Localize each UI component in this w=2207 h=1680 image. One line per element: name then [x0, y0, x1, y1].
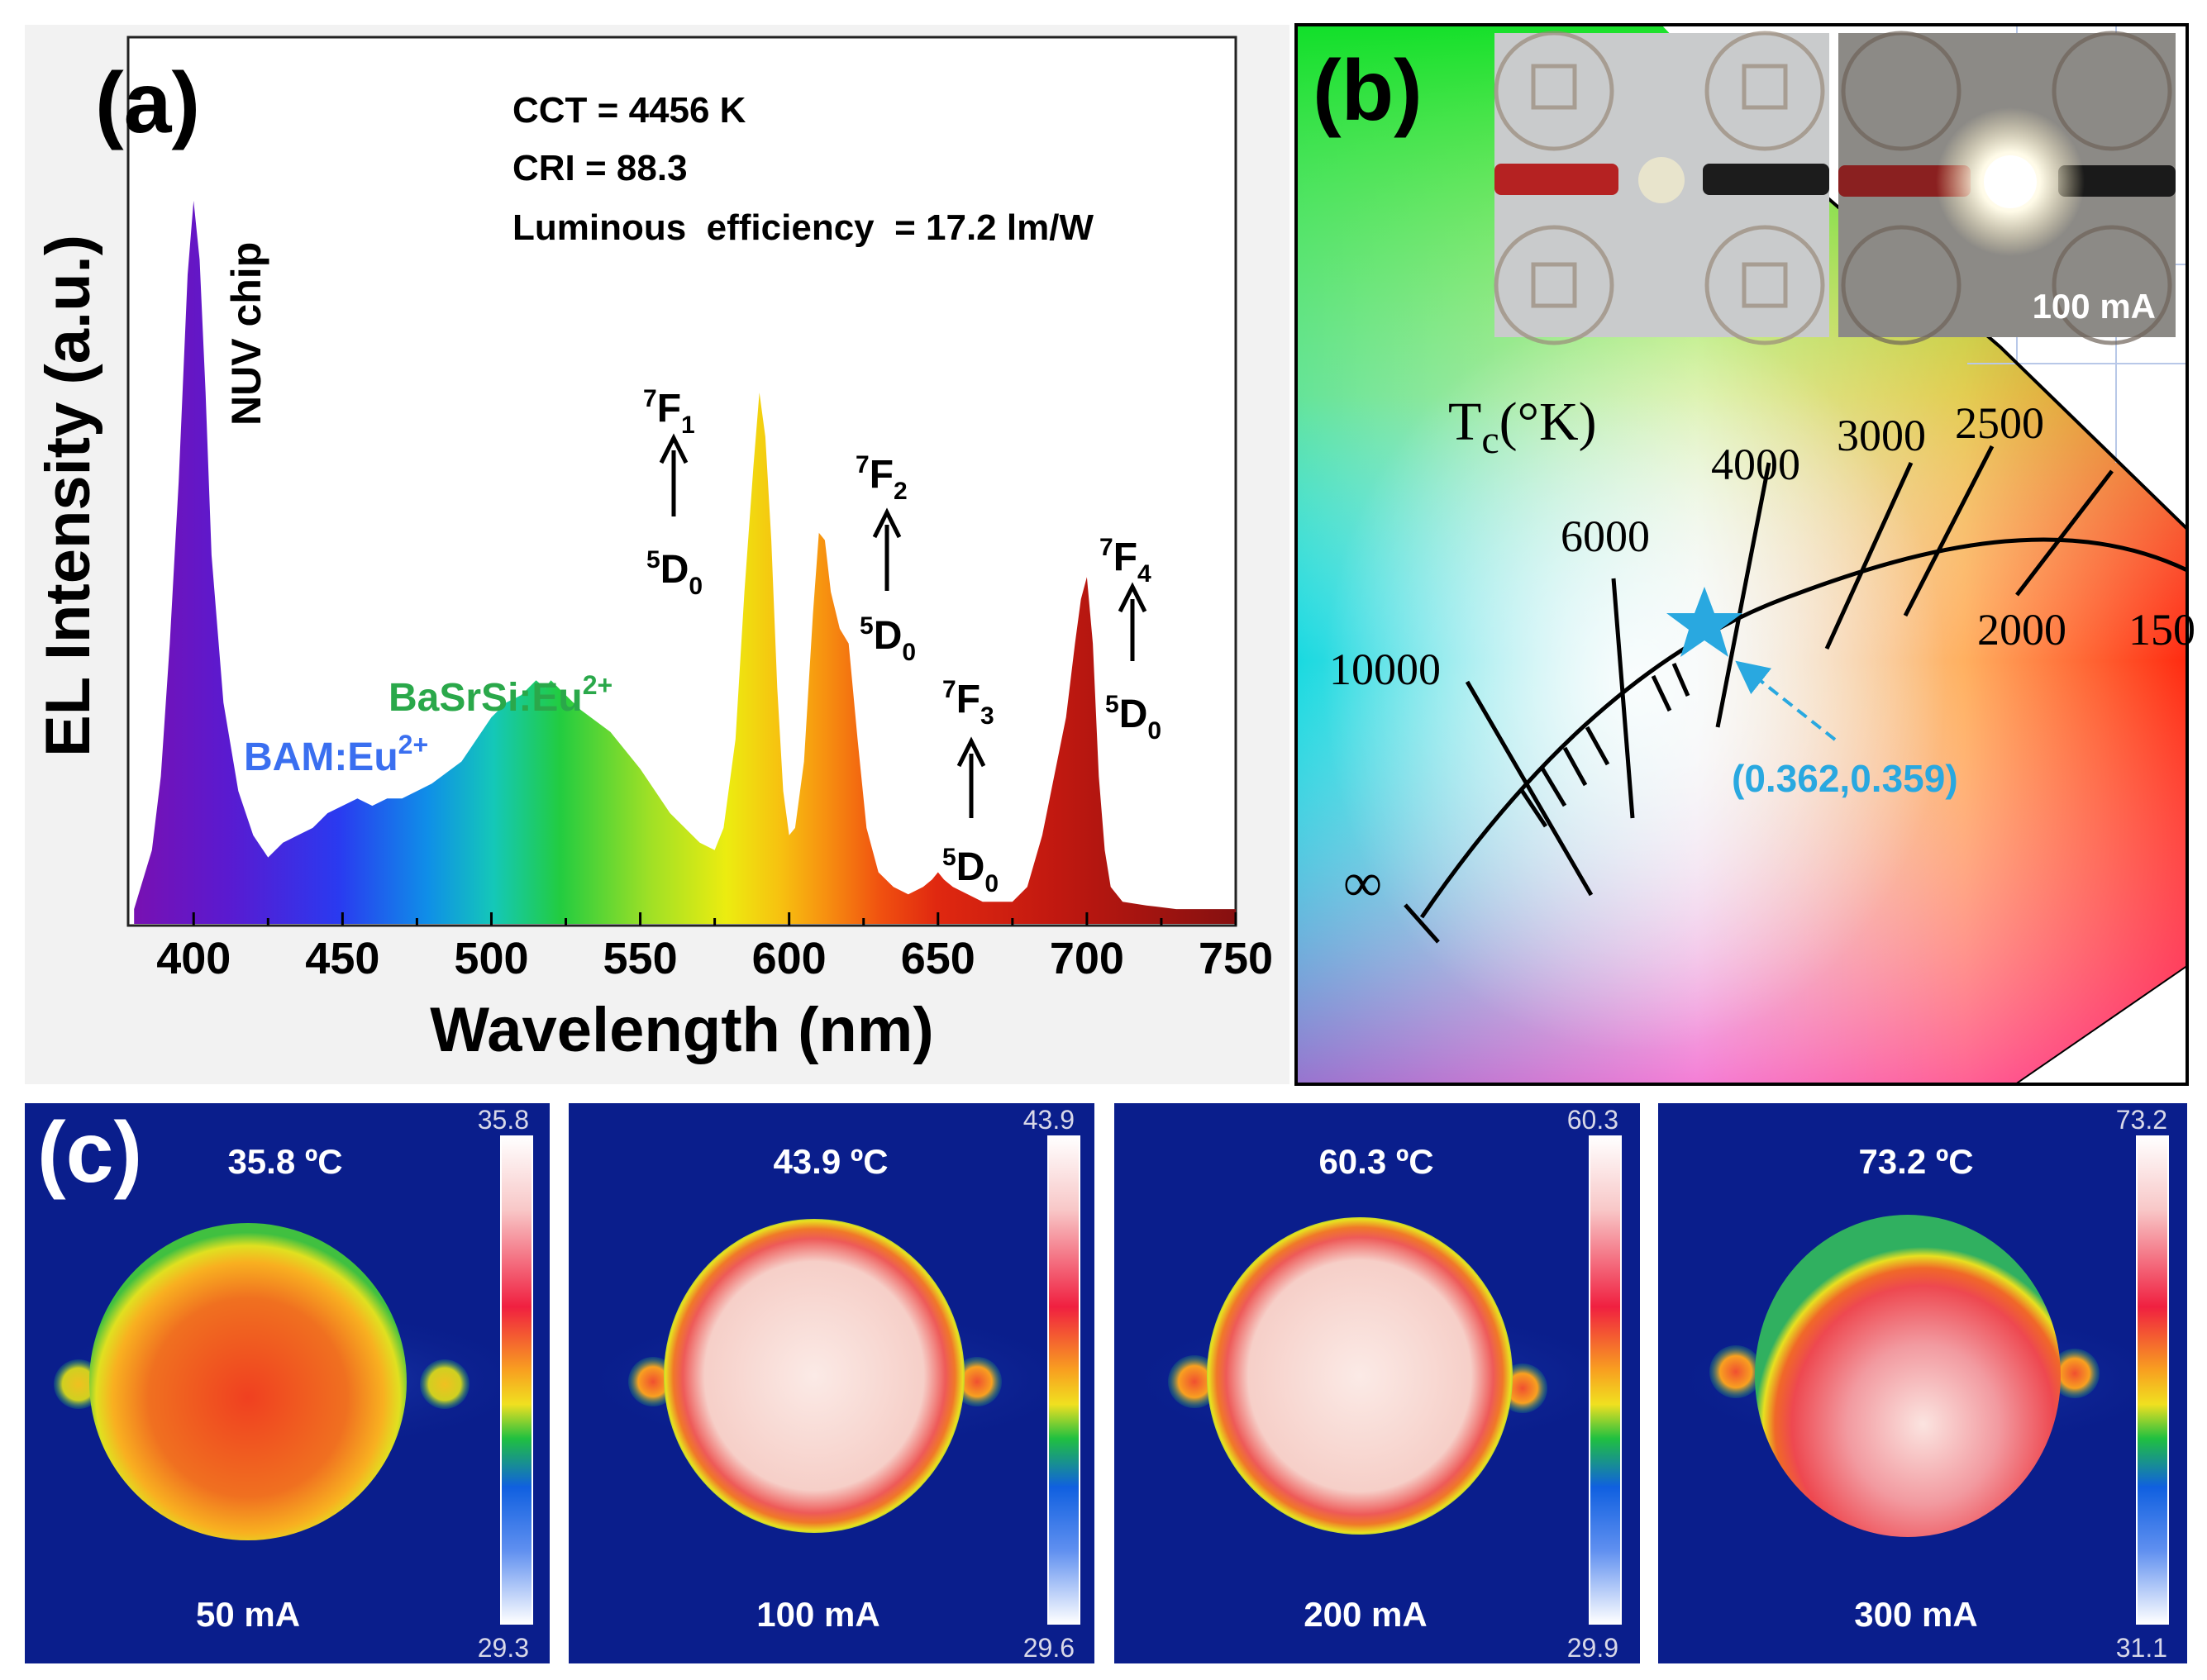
luminous-efficiency-text: Luminous efficiency = 17.2 lm/W — [512, 207, 1094, 248]
led-photo-on: 100 mA — [1838, 31, 2176, 345]
plot-frame — [126, 36, 1237, 927]
current-label: 200 mA — [1304, 1595, 1427, 1634]
x-tick-label: 400 — [156, 934, 231, 983]
scale-min: 29.6 — [1023, 1633, 1075, 1663]
x-tick-label: 500 — [454, 934, 528, 983]
svg-text:5D0: 5D0 — [942, 844, 999, 897]
panel-c: 35.8 29.3 35.8 ºC 50 mA (c) 43.9 29.6 43… — [25, 1103, 2187, 1663]
svg-text:5D0: 5D0 — [1105, 691, 1161, 745]
isotherm-lines — [1465, 445, 2114, 897]
isotherm-10000: 10000 — [1329, 645, 1441, 694]
panel-c-label: (c) — [37, 1105, 142, 1201]
svg-text:5D0: 5D0 — [860, 612, 916, 666]
y-axis-label: EL Intensity (a.u.) — [33, 235, 103, 757]
scale-min: 29.3 — [478, 1633, 529, 1663]
max-temperature: 43.9 ºC — [773, 1142, 888, 1181]
current-label: 300 mA — [1854, 1595, 1977, 1634]
panel-b: (b) Tc(°K) ∞ 10000 6000 4000 3000 2500 2… — [1294, 23, 2195, 1086]
isotherm-2000: 2000 — [1977, 605, 2066, 654]
basrsi-eu-label: BaSrSi:Eu2+ — [388, 670, 613, 720]
scale-min: 29.9 — [1567, 1633, 1618, 1663]
max-temperature: 60.3 ºC — [1318, 1142, 1433, 1181]
thermal-image-100ma: 43.9 29.6 43.9 ºC 100 mA — [569, 1103, 1094, 1663]
x-tick-label: 750 — [1199, 934, 1273, 983]
infinity-end-bar — [1404, 903, 1440, 944]
current-label: 50 mA — [196, 1595, 300, 1634]
coordinate-label: (0.362,0.359) — [1732, 757, 1958, 800]
thermal-image-200ma: 60.3 29.9 60.3 ºC 200 mA — [1114, 1103, 1640, 1663]
cct-text: CCT = 4456 K — [512, 90, 746, 131]
panel-b-label: (b) — [1313, 43, 1423, 139]
panel-a: 400 450 500 550 600 650 700 750 (a) CCT = 4456 … — [25, 25, 1289, 1084]
tc-label: Tc(°K) — [1448, 392, 1597, 462]
nuv-chip-label: NUV chip — [223, 242, 269, 426]
x-tick-label: 650 — [901, 934, 975, 983]
x-tick-label: 450 — [305, 934, 379, 983]
thermal-image-300ma: 73.2 31.1 73.2 ºC 300 mA — [1658, 1103, 2187, 1663]
photo-current-label: 100 mA — [2033, 287, 2156, 326]
transition-7f3-label: 7F3 5D0 — [942, 676, 999, 897]
svg-text:7F3: 7F3 — [942, 676, 994, 730]
panel-b-frame — [1294, 23, 2189, 1086]
spectrum-area — [134, 200, 1237, 924]
x-tick-label: 700 — [1050, 934, 1124, 983]
led-photo-off — [1494, 31, 1829, 345]
star-marker — [1666, 587, 1742, 657]
infinity-symbol: ∞ — [1343, 853, 1382, 913]
x-axis-ticks: 400 450 500 550 600 650 700 750 — [156, 912, 1273, 983]
current-label: 100 mA — [756, 1595, 879, 1634]
x-tick-label: 600 — [752, 934, 827, 983]
svg-text:7F1: 7F1 — [643, 385, 695, 439]
isotherm-3000: 3000 — [1837, 411, 1926, 460]
color-scale-bar — [500, 1135, 533, 1625]
bam-eu-label: BAM:Eu2+ — [244, 730, 428, 779]
max-temperature: 35.8 ºC — [227, 1142, 342, 1181]
scale-max: 43.9 — [1023, 1105, 1075, 1135]
isotherm-1500: 150 — [2128, 605, 2195, 654]
transition-7f2-label: 7F2 5D0 — [856, 451, 916, 666]
x-tick-label: 550 — [603, 934, 678, 983]
isotherm-2500: 2500 — [1955, 398, 2044, 448]
cri-text: CRI = 88.3 — [512, 148, 688, 188]
scale-max: 60.3 — [1567, 1105, 1618, 1135]
isotherm-4000: 4000 — [1711, 440, 1800, 489]
panel-a-label: (a) — [95, 55, 200, 151]
cie-outside-area-bottom — [2017, 967, 2187, 1084]
max-temperature: 73.2 ºC — [1858, 1142, 1973, 1181]
scale-max: 73.2 — [2116, 1105, 2167, 1135]
svg-text:5D0: 5D0 — [646, 546, 703, 600]
thermal-image-50ma: 35.8 29.3 35.8 ºC 50 mA — [25, 1103, 550, 1663]
color-scale-bar — [1589, 1135, 1622, 1625]
svg-text:7F4: 7F4 — [1099, 534, 1151, 588]
isotherm-6000: 6000 — [1561, 512, 1650, 561]
svg-text:7F2: 7F2 — [856, 451, 908, 505]
transition-7f1-label: 7F1 5D0 — [643, 385, 703, 600]
scale-max: 35.8 — [478, 1105, 529, 1135]
scale-min: 31.1 — [2116, 1633, 2167, 1663]
color-scale-bar — [1047, 1135, 1080, 1625]
coordinate-arrow — [1735, 660, 1837, 741]
color-scale-bar — [2136, 1135, 2169, 1625]
x-axis-label: Wavelength (nm) — [430, 995, 933, 1065]
transition-7f4-label: 7F4 5D0 — [1099, 534, 1161, 745]
